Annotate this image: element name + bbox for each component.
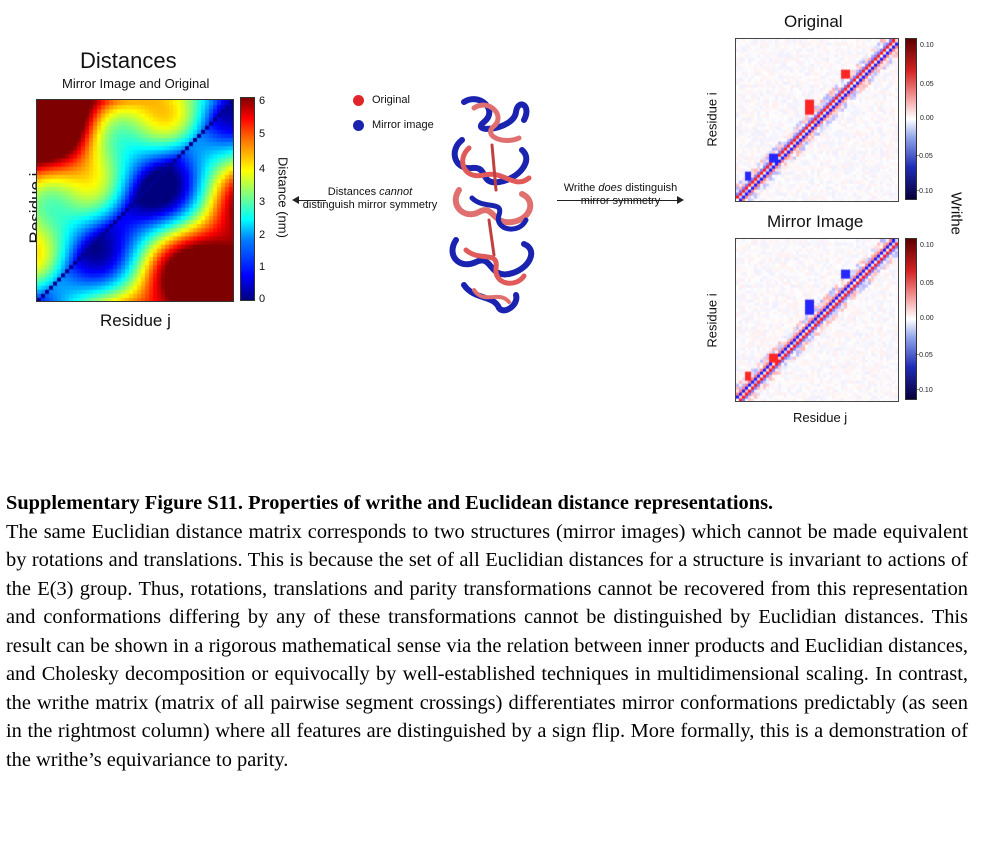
writhe-xlabel: Residue j: [793, 410, 848, 425]
legend-mirror-marker: [353, 120, 364, 131]
left-arrow-head: [292, 196, 299, 204]
distance-colorbar-tick: 2: [259, 229, 266, 241]
writhe-mirror-heatmap: [735, 238, 899, 402]
writhe-tick: −0.05: [915, 153, 933, 160]
distance-colorbar-tick: 4: [259, 163, 266, 175]
writhe-original-title: Original: [784, 12, 843, 31]
distance-colorbar-tick: 3: [259, 196, 266, 208]
left-arrow-line: [298, 200, 326, 201]
writhe-mirror-ylabel: Residue i: [704, 293, 720, 348]
distance-colorbar-tick: 0: [259, 293, 266, 305]
legend-original-marker: [353, 95, 364, 106]
writhe-tick: 0.00: [920, 315, 934, 322]
writhe-colorbar-label: Writhe: [947, 191, 965, 236]
distances-subtitle: Mirror Image and Original: [62, 76, 210, 91]
writhe-mirror-title: Mirror Image: [767, 212, 864, 231]
legend-original-label: Original: [372, 94, 410, 106]
distances-arrow-text: Distances cannot distinguish mirror symm…: [302, 186, 438, 211]
distances-title: Distances: [80, 48, 177, 73]
distances-xlabel: Residue j: [100, 311, 171, 330]
caption-title: Supplementary Figure S11. Properties of …: [6, 492, 774, 514]
distance-colorbar-label: Distance (nm): [275, 157, 291, 238]
protein-structure-image: [449, 96, 535, 314]
distance-colorbar-tick: 5: [259, 128, 266, 140]
figure: Distances Mirror Image and Original Resi…: [26, 12, 965, 425]
writhe-tick: 0.05: [920, 81, 934, 88]
writhe-tick: 0.10: [920, 42, 934, 49]
writhe-tick: −0.10: [915, 387, 933, 394]
distance-colorbar: [240, 97, 255, 301]
writhe-tick: 0.10: [920, 242, 934, 249]
writhe-original-heatmap: [735, 38, 899, 202]
writhe-tick: −0.05: [915, 352, 933, 359]
right-arrow-head: [677, 196, 684, 204]
writhe-mirror-colorbar: [905, 238, 917, 400]
right-arrow-line: [557, 200, 677, 201]
distance-heatmap: [36, 99, 234, 302]
writhe-original-colorbar: [905, 38, 917, 200]
writhe-tick: −0.10: [915, 188, 933, 195]
caption-body: The same Euclidian distance matrix corre…: [6, 520, 968, 771]
writhe-original-ylabel: Residue i: [704, 92, 720, 147]
legend-mirror-label: Mirror image: [372, 119, 434, 131]
distance-colorbar-tick: 6: [259, 95, 266, 107]
writhe-arrow-text: Writhe does distinguish mirror symmetry: [563, 182, 678, 207]
writhe-tick: 0.05: [920, 280, 934, 287]
distance-colorbar-tick: 1: [259, 261, 266, 273]
writhe-tick: 0.00: [920, 115, 934, 122]
figure-caption: Supplementary Figure S11. Properties of …: [6, 489, 968, 774]
